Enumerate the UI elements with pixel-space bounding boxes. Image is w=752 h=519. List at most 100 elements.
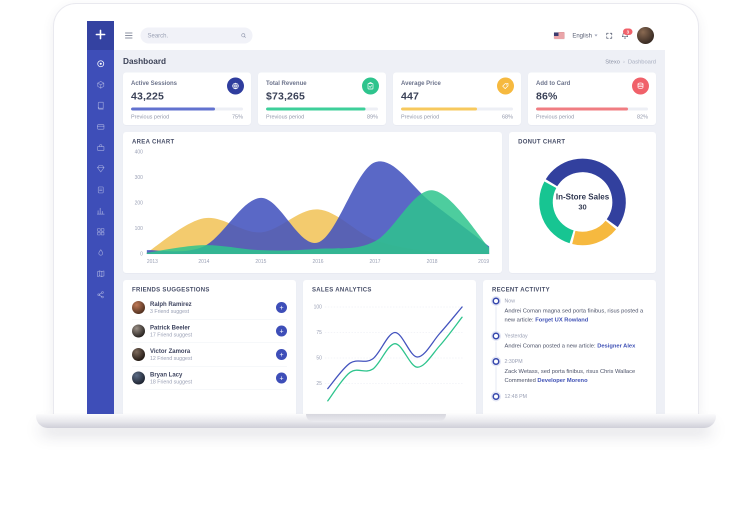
globe-icon (227, 77, 244, 95)
sidebar-item-gem[interactable] (87, 158, 114, 179)
layers-icon (632, 77, 649, 95)
recent-activity-title: RECENT ACTIVITY (492, 286, 550, 293)
svg-text:400: 400 (135, 149, 143, 155)
language-label: English (572, 32, 592, 39)
stat-card-value: $73,265 (266, 90, 306, 103)
sidebar-item-library[interactable] (87, 95, 114, 116)
donut-chart-panel: DONUT CHART In-Store Sales 30 (509, 132, 656, 273)
svg-text:0: 0 (140, 251, 143, 257)
activity-text: Andrei Coman posted a new article: Desig… (504, 342, 636, 349)
us-flag-icon[interactable] (553, 32, 565, 39)
svg-text:2013: 2013 (147, 259, 158, 265)
sidebar-nav (87, 50, 114, 305)
previous-period-value: 82% (636, 114, 648, 120)
donut-chart: In-Store Sales 30 (532, 151, 634, 253)
friend-avatar (132, 301, 145, 314)
add-friend-button[interactable]: + (276, 372, 287, 384)
progress-bar (266, 107, 378, 111)
sidebar-item-share[interactable] (87, 284, 114, 305)
activity-time: Now (504, 298, 516, 304)
add-friend-button[interactable]: + (276, 325, 287, 337)
svg-text:2014: 2014 (198, 259, 209, 265)
stat-card-label: Total Revenue (266, 79, 307, 87)
user-avatar[interactable] (637, 27, 654, 44)
search-input[interactable] (140, 32, 253, 39)
sales-analytics-title: SALES ANALYTICS (312, 286, 372, 293)
svg-text:200: 200 (135, 200, 143, 206)
sidebar-item-wallet[interactable] (87, 116, 114, 137)
breadcrumb-root[interactable]: Stexo (605, 58, 620, 65)
activity-list: Now Andrei Coman magna sed porta finibus,… (492, 296, 647, 407)
friends-title: FRIENDS SUGGESTIONS (132, 286, 210, 293)
friend-avatar (132, 371, 145, 385)
sidebar-item-grid[interactable] (87, 221, 114, 242)
search-icon (241, 33, 247, 39)
previous-period-label: Previous period (536, 114, 575, 120)
topbar-actions: English 3 (553, 27, 654, 44)
svg-text:2017: 2017 (370, 259, 381, 265)
svg-text:75: 75 (316, 330, 322, 336)
activity-link[interactable]: Designer Alex (597, 342, 636, 349)
menu-toggle-icon[interactable] (125, 31, 133, 40)
previous-period-label: Previous period (401, 114, 440, 120)
page-title: Dashboard (123, 57, 167, 66)
activity-item: Now Andrei Coman magna sed porta finibus,… (492, 296, 647, 331)
language-selector[interactable]: English (572, 32, 598, 39)
activity-time: Yesterday (504, 332, 528, 339)
sidebar-item-dashboard[interactable] (87, 53, 114, 74)
notifications-button[interactable]: 3 (621, 28, 633, 40)
add-friend-button[interactable]: + (276, 349, 287, 360)
breadcrumb: Stexo › Dashboard (605, 59, 656, 65)
previous-period-label: Previous period (266, 114, 305, 120)
sidebar-item-chart[interactable] (87, 200, 114, 221)
friend-name: Patrick Beeler (150, 324, 191, 331)
progress-bar (536, 107, 648, 111)
sidebar-item-products[interactable] (87, 74, 114, 95)
sidebar-item-droplet[interactable] (87, 242, 114, 263)
friend-meta: 17 Friend suggest (150, 332, 193, 338)
page-header: Dashboard Stexo › Dashboard (123, 57, 656, 67)
laptop-notch (306, 414, 446, 422)
search-box[interactable] (140, 27, 253, 44)
friend-name: Ralph Ramirez (150, 300, 192, 308)
sidebar-item-briefcase[interactable] (87, 137, 114, 158)
breadcrumb-separator-icon: › (622, 58, 625, 65)
donut-chart-title: DONUT CHART (518, 138, 566, 145)
donut-center: In-Store Sales 30 (532, 151, 634, 253)
svg-text:2018: 2018 (427, 259, 438, 265)
svg-text:100: 100 (314, 304, 322, 310)
add-friend-button[interactable]: + (276, 302, 287, 313)
area-chart-title: AREA CHART (132, 138, 175, 145)
fullscreen-icon[interactable] (606, 32, 614, 40)
activity-item: Yesterday Andrei Coman posted a new artic… (492, 331, 647, 357)
breadcrumb-current: Dashboard (627, 58, 656, 65)
activity-item: 12:48 PM (492, 392, 647, 407)
activity-time: 12:48 PM (504, 393, 527, 400)
previous-period-value: 75% (231, 114, 243, 120)
laptop-screen: English 3 Da (54, 4, 698, 414)
svg-text:50: 50 (316, 355, 322, 361)
sidebar-item-tasks[interactable] (87, 179, 114, 200)
laptop-screen-content: English 3 Da (87, 21, 665, 414)
timeline-marker-icon (492, 297, 500, 305)
friend-avatar (132, 348, 145, 361)
friend-avatar (132, 324, 145, 338)
svg-text:300: 300 (135, 175, 143, 181)
friend-row: Victor Zamora 12 Friend suggest + (132, 343, 287, 367)
svg-text:2016: 2016 (312, 259, 323, 265)
app-logo[interactable] (87, 21, 114, 50)
activity-link[interactable]: Forget UX Rowland (535, 316, 589, 323)
laptop-base (36, 414, 716, 428)
friends-panel: FRIENDS SUGGESTIONS Ralph Ramirez 3 Frien… (123, 280, 296, 414)
stat-cards-row: Active Sessions 43,225 Previous period 75% T… (123, 72, 656, 125)
sidebar-item-map[interactable] (87, 263, 114, 284)
activity-link[interactable]: Developer Moreno (537, 377, 588, 384)
sales-analytics-chart: 25 50 75 100 (314, 304, 465, 402)
previous-period-label: Previous period (131, 114, 170, 120)
stat-card-total-revenue: Total Revenue $73,265 Previous period 89% (258, 72, 386, 125)
donut-segment-blue (545, 158, 626, 228)
donut-segment-green (539, 181, 575, 244)
stat-card-label: Average Price (401, 79, 441, 87)
stat-card-value: 43,225 (131, 90, 165, 103)
